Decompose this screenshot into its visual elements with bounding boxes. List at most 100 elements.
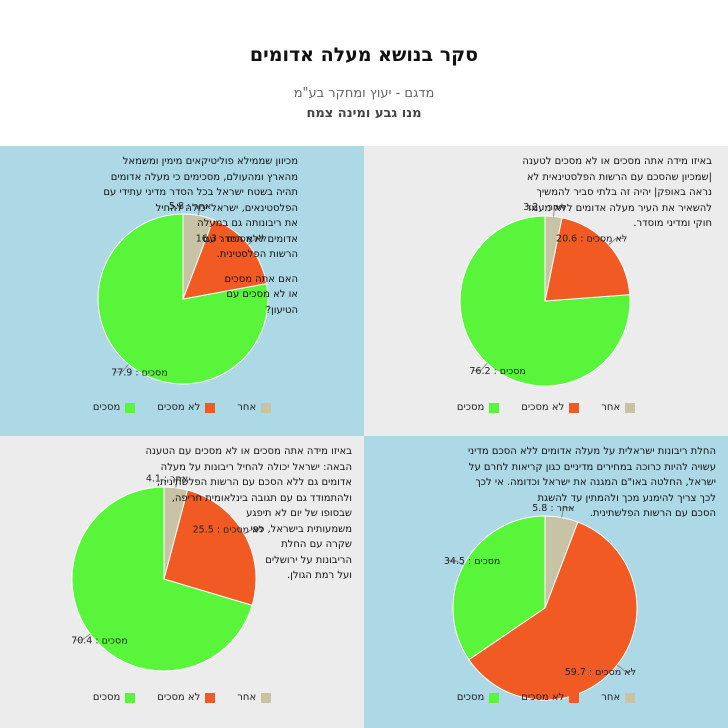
leader-line [175,477,186,488]
page-authors: מנו גבע ומינה צמח [306,106,422,121]
pie-slice-agree [97,213,269,385]
leader-line [114,364,129,373]
question-line: את ריבונותה גם במעלה [197,218,298,229]
legend-swatch [569,402,580,413]
chart-panel-1: מסכים : 77.9 לא מסכים : 16.3 אחר : 5.8 מכי… [0,146,364,438]
pie-slice-other [182,213,214,300]
legend-item-agree: מסכים [457,692,500,703]
leader-line [198,205,209,216]
question-line: או לא מסכים עם [226,289,298,300]
legend-item-other: אחר [601,692,636,703]
question-line: האם אתה מסכים [224,273,298,285]
question-line: החלת ריבונות ישראלית על מעלה אדומים ללא … [467,446,716,457]
chart-legend-1: מסכים לא מסכים אחר [0,402,364,413]
legend-item-disagree: לא מסכים [521,402,580,413]
page-title: סקר בנושא מעלה אדומים [249,44,479,66]
question-line: הרשות הפלסטינית. [216,249,298,260]
data-label: מסכים : 77.9 [111,368,167,379]
pie-slice-other [544,215,563,302]
data-label: מסכים : 70.4 [71,636,127,647]
question-text-1: מכיוון שממילא פוליטיקאים מימין ומשמאל מה… [88,154,298,318]
chart-legend-3: מסכים לא מסכים אחר [0,692,364,703]
question-line: באיזו מידה אתה מסכים או לא מסכים לטענה [522,156,712,167]
question-line: אדומים ללא הסדר עם [202,233,298,245]
legend-item-other: אחר [237,692,272,703]
chart-panel-4: מסכים : 34.5 לא מסכים : 59.7 אחר : 5.8 החל… [364,436,728,728]
legend-item-other: אחר [237,402,272,413]
legend-label: אחר [601,402,621,413]
question-line: באיזו מידה אתה מסכים או לא מסכים עם הטענ… [145,446,353,457]
question-line: הפלסטינאים, ישראל יכולה להחיל [155,202,298,214]
data-label: אחר : 4.1 [146,473,188,484]
legend-label: לא מסכים [521,402,565,413]
legend-label: לא מסכים [157,402,201,413]
leader-line [446,559,464,566]
data-label: לא מסכים : 16.3 [196,234,267,245]
leader-line [472,363,488,372]
question-line: הטיעון? [265,304,298,316]
legend-swatch [625,692,636,703]
pie-slice-agree [71,486,253,672]
legend-item-agree: מסכים [456,402,500,413]
question-line: נראה באופק| יהיה זה בלתי סביר להמשיך [536,187,713,198]
leader-line [74,633,91,641]
question-line: תהיה בשטח ישראל בכל הסדר מדיני עתידי עם [103,187,298,198]
pie-slice-other [544,515,579,609]
question-line: לכך צריך להימנע מכך ולהמתין עד להשגת [537,492,716,504]
question-line: ישראל, החלטה באו"ם המגנה את ישראל וכדומה… [475,477,716,488]
question-line: חוקי ומדיני מוסדר. [633,218,712,229]
legend-item-disagree: לא מסכים [157,692,216,703]
pie-chart-4: מסכים : 34.5 לא מסכים : 59.7 אחר : 5.8 [444,503,638,701]
pie-chart-3: מסכים : 70.4 לא מסכים : 25.5 אחר : 4.1 [71,473,264,672]
report-header: סקר בנושא מעלה אדומים מדגם - יעוץ ומחקר … [0,0,728,150]
chart-panel-2: מסכים : 76.2 לא מסכים : 20.6 אחר : 3.2 באי… [364,146,728,438]
legend-label: לא מסכים [521,692,565,703]
legend-swatch [205,692,216,703]
legend-swatch [489,402,500,413]
data-label: מסכים : 76.2 [469,366,525,377]
pie-slice-agree [452,515,546,661]
data-label: אחר : 5.8 [532,503,574,514]
leader-line [616,664,633,672]
pie-slice-disagree [468,521,638,701]
question-line: ועל רמת הגולן. [287,570,352,581]
legend-item-other: אחר [601,402,636,413]
page-subtitle: מדגם - יעוץ ומחקר בע"מ [293,86,435,101]
leader-line [244,528,261,535]
question-line: משמעותית בישראל, כפי [250,523,352,535]
question-line: שקרה עם החלת [281,539,352,550]
data-label: לא מסכים : 20.6 [556,234,627,245]
legend-swatch [125,692,136,703]
question-text-3: באיזו מידה אתה מסכים או לא מסכים עם הטענ… [137,444,353,584]
legend-item-agree: מסכים [92,402,136,413]
data-label: מסכים : 34.5 [444,556,500,567]
data-label: אחר : 3.2 [523,202,565,213]
leader-line [248,237,264,245]
question-line: |שמכיון שהסכם עם הרשות הפלסטינאית לא [526,171,712,183]
legend-label: מסכים [92,402,121,413]
legend-label: מסכים [456,402,485,413]
question-line: מכיוון שממילא פוליטיקאים מימין ומשמאל [122,156,298,167]
question-text-4: החלת ריבונות ישראלית על מעלה אדומים ללא … [466,444,716,522]
question-text-2: באיזו מידה אתה מסכים או לא מסכים לטענה |… [482,154,712,232]
pie-slice-agree [459,215,631,387]
chart-panel-3: מסכים : 70.4 לא מסכים : 25.5 אחר : 4.1 באי… [0,436,364,728]
legend-label: מסכים [92,692,121,703]
legend-label: אחר [237,692,257,703]
question-line: הסכם עם הרשות הפלשתינית. [589,508,716,519]
data-label: לא מסכים : 25.5 [193,525,264,536]
data-label: לא מסכים : 59.7 [565,667,636,678]
question-line: ולהתמודד גם עם תגובה בינלאומית חריפה, [171,492,352,504]
question-line: הריבונות על ירושלים [265,554,352,566]
question-line: מהארץ ומהעולם, מסכימים כי מעלה אדומים [110,171,298,183]
question-line: עשויה להיות כרוכה במחירים מדיניים כגון ק… [468,461,716,473]
legend-swatch [261,692,272,703]
legend-item-disagree: לא מסכים [521,692,580,703]
chart-legend-2: מסכים לא מסכים אחר [364,402,728,413]
leader-line [561,507,572,518]
pie-slice-disagree [163,489,257,606]
leader-line [608,237,625,246]
question-line: שבסופו של יום לא תיפגע [246,508,352,519]
legend-swatch [205,402,216,413]
pie-chart-2: מסכים : 76.2 לא מסכים : 20.6 אחר : 3.2 [459,202,631,387]
